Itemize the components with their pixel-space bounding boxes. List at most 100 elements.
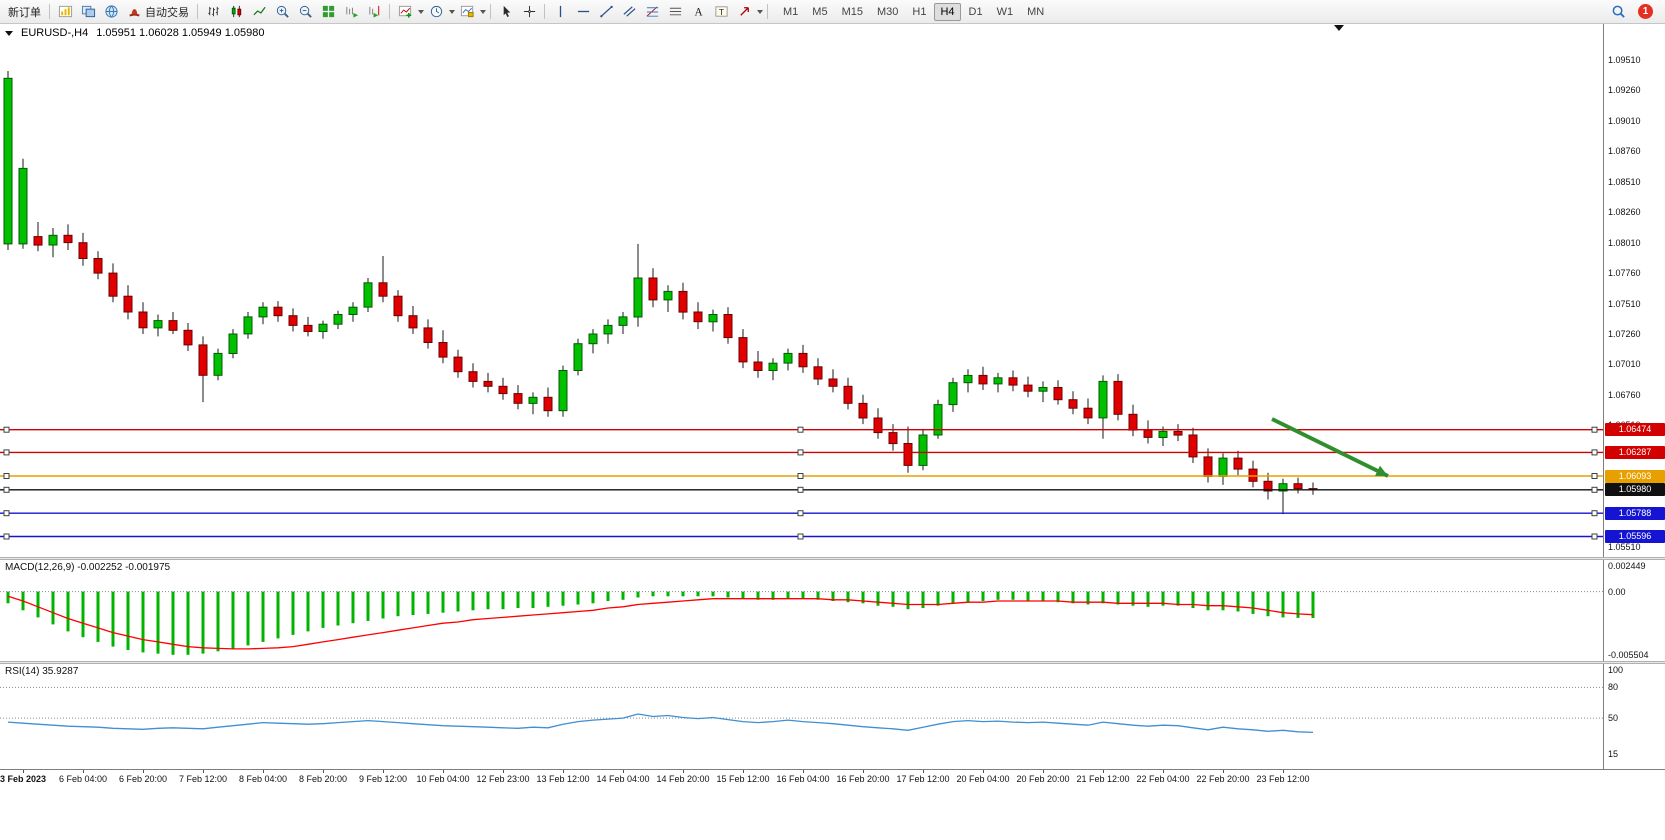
time-axis-label: 20 Feb 20:00 [1016,774,1070,784]
timeframe-d1[interactable]: D1 [968,5,983,18]
line-handle[interactable] [797,426,804,433]
one-click-trading-toggle-icon[interactable] [5,30,13,36]
notifications-badge[interactable]: 1 [1638,4,1653,19]
line-handle[interactable] [1591,510,1598,517]
candle-down [33,236,43,246]
candles-layer[interactable] [3,71,1318,515]
price-axis-label: 1.07260 [1608,328,1641,339]
price-badge: 1.05788 [1605,506,1665,520]
add-indicator-caret-icon[interactable] [418,9,424,14]
timeframe-m5[interactable]: M5 [812,5,828,18]
horizontal-line-icon[interactable] [572,2,594,22]
line-handle[interactable] [3,533,10,540]
search-icon[interactable] [1607,2,1629,22]
line-handle[interactable] [1591,473,1598,479]
price-axis[interactable]: 1.09510 1.09260 1.09010 1.08760 1.08510 1.082… [1603,24,1665,769]
macd-panel[interactable] [0,560,1603,661]
timeframe-mn[interactable]: MN [1027,5,1045,18]
timeframe-h1[interactable]: H1 [912,5,927,18]
line-handle[interactable] [1591,533,1598,540]
trend-arrow[interactable] [1271,417,1389,478]
templates-icon[interactable] [456,2,478,22]
add-indicator-icon[interactable] [394,2,416,22]
price-axis-label: 1.09260 [1608,85,1641,96]
chart-shift-marker-icon[interactable] [1334,25,1344,31]
panel-separator[interactable] [0,557,1665,560]
cursor-icon[interactable] [495,2,517,22]
line-handle[interactable] [3,510,10,517]
arrows-icon[interactable] [733,2,755,22]
tile-windows-icon[interactable] [317,2,339,22]
crosshair-icon[interactable] [518,2,540,22]
fibonacci-icon[interactable] [641,2,663,22]
panel-separator[interactable] [0,661,1665,664]
new-order-button[interactable]: 新订单 [4,2,45,22]
trendline-icon[interactable] [595,2,617,22]
line-handle[interactable] [797,449,804,456]
line-handle[interactable] [3,473,10,479]
line-chart-icon[interactable] [248,2,270,22]
market-watch-icon[interactable] [100,2,122,22]
new-order-label: 新订单 [8,6,41,19]
chart-shift-icon[interactable] [363,2,385,22]
text-label-icon[interactable]: T [710,2,732,22]
time-tick [143,770,144,773]
text-icon[interactable]: A [687,2,709,22]
new-chart-icon[interactable] [54,2,76,22]
toolbar-separator [544,4,545,19]
time-axis-label: 17 Feb 12:00 [896,774,950,784]
rsi-panel[interactable] [0,664,1603,769]
horizontal-line[interactable] [0,510,1603,517]
periods-clock-icon[interactable] [425,2,447,22]
time-axis-label: 16 Feb 20:00 [836,774,890,784]
time-axis-label: 7 Feb 12:00 [178,774,228,784]
candle-down [858,402,868,419]
time-tick [383,770,384,773]
horizontal-line[interactable] [0,449,1603,456]
vertical-line-icon[interactable] [549,2,571,22]
horizontal-line[interactable] [0,473,1603,479]
auto-scroll-icon[interactable] [340,2,362,22]
equidistant-channel-icon[interactable] [618,2,640,22]
bar-chart-icon[interactable] [202,2,224,22]
line-handle[interactable] [1591,486,1598,493]
time-axis[interactable]: 3 Feb 2023 6 Feb 04:00 6 Feb 20:00 7 Feb 12… [0,769,1665,789]
autotrading-button[interactable]: 自动交易 [123,2,193,22]
line-handle[interactable] [797,510,804,517]
candle-down [1293,483,1303,490]
timeframe-m1[interactable]: M1 [783,5,799,18]
line-handle[interactable] [797,533,804,540]
timeframe-w1[interactable]: W1 [996,5,1014,18]
rsi-axis-label: 80 [1608,682,1619,693]
time-tick [563,770,564,773]
zoom-in-icon[interactable] [271,2,293,22]
price-chart-panel[interactable] [0,24,1603,557]
candle-down [723,314,733,339]
candle-down [1248,468,1258,482]
candlestick-chart-icon[interactable] [225,2,247,22]
zoom-out-icon[interactable] [294,2,316,22]
candle-down [1113,380,1123,415]
arrows-caret-icon[interactable] [757,9,763,14]
levels-icon[interactable] [664,2,686,22]
timeframe-h4[interactable]: H4 [934,2,961,21]
line-handle[interactable] [3,426,10,433]
timeframe-m30[interactable]: M30 [876,5,899,18]
line-handle[interactable] [797,473,804,479]
time-axis-label: 22 Feb 04:00 [1136,774,1190,784]
candle-up [228,333,238,354]
templates-caret-icon[interactable] [480,9,486,14]
horizontal-line[interactable] [0,426,1603,433]
line-handle[interactable] [1591,426,1598,433]
candle-down [423,327,433,343]
line-handle[interactable] [1591,449,1598,456]
timeframe-m15[interactable]: M15 [841,5,863,18]
line-handle[interactable] [3,449,10,456]
periods-caret-icon[interactable] [449,9,455,14]
horizontal-line[interactable] [0,486,1603,493]
time-tick [1283,770,1284,773]
line-handle[interactable] [797,486,804,493]
horizontal-line[interactable] [0,533,1603,540]
line-handle[interactable] [3,486,10,493]
profiles-icon[interactable] [77,2,99,22]
